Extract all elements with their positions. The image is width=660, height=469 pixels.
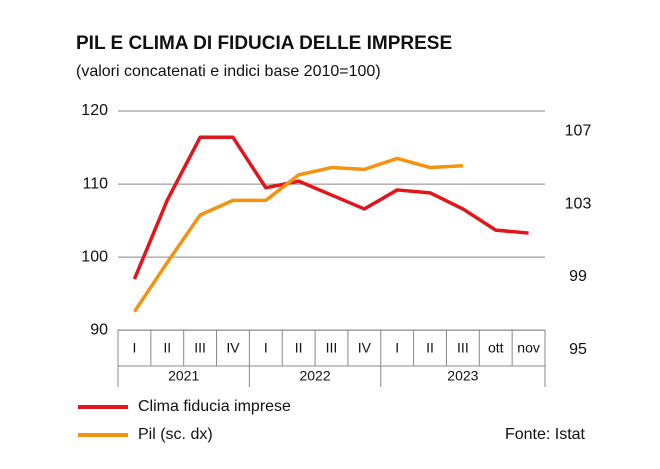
series-line [132,135,529,280]
y-tick-label: 110 [82,175,108,192]
group-label: 2023 [447,368,478,384]
x-tick-label: IV [358,340,372,356]
chart-subtitle: (valori concatenati e indici base 2010=1… [76,63,381,80]
y2-tick-label: 103 [565,195,592,212]
x-tick-label: III [326,340,338,356]
legend-label: Pil (sc. dx) [138,426,213,443]
y-tick-label: 100 [81,248,108,265]
x-tick-label: nov [517,340,540,356]
x-tick-label: I [132,340,136,356]
x-tick-label: IV [226,340,240,356]
series-line [132,156,463,313]
x-tick-label: ott [488,340,504,356]
legend-label: Clima fiducia imprese [138,398,291,415]
group-label: 2021 [168,368,199,384]
x-tick-label: I [264,340,268,356]
x-tick-label: II [426,340,434,356]
y2-tick-label: 95 [569,341,587,358]
chart-title: PIL E CLIMA DI FIDUCIA DELLE IMPRESE [76,33,452,54]
group-label: 2022 [299,368,330,384]
y-tick-label: 90 [90,321,108,338]
x-tick-label: I [395,340,399,356]
source: Fonte: Istat [505,426,586,443]
x-tick-label: II [163,340,171,356]
x-tick-label: III [457,340,469,356]
x-tick-label: III [194,340,206,356]
y2-tick-label: 99 [569,268,587,285]
x-tick-label: II [295,340,303,356]
y2-tick-label: 107 [565,122,592,139]
y-tick-label: 120 [81,102,108,119]
